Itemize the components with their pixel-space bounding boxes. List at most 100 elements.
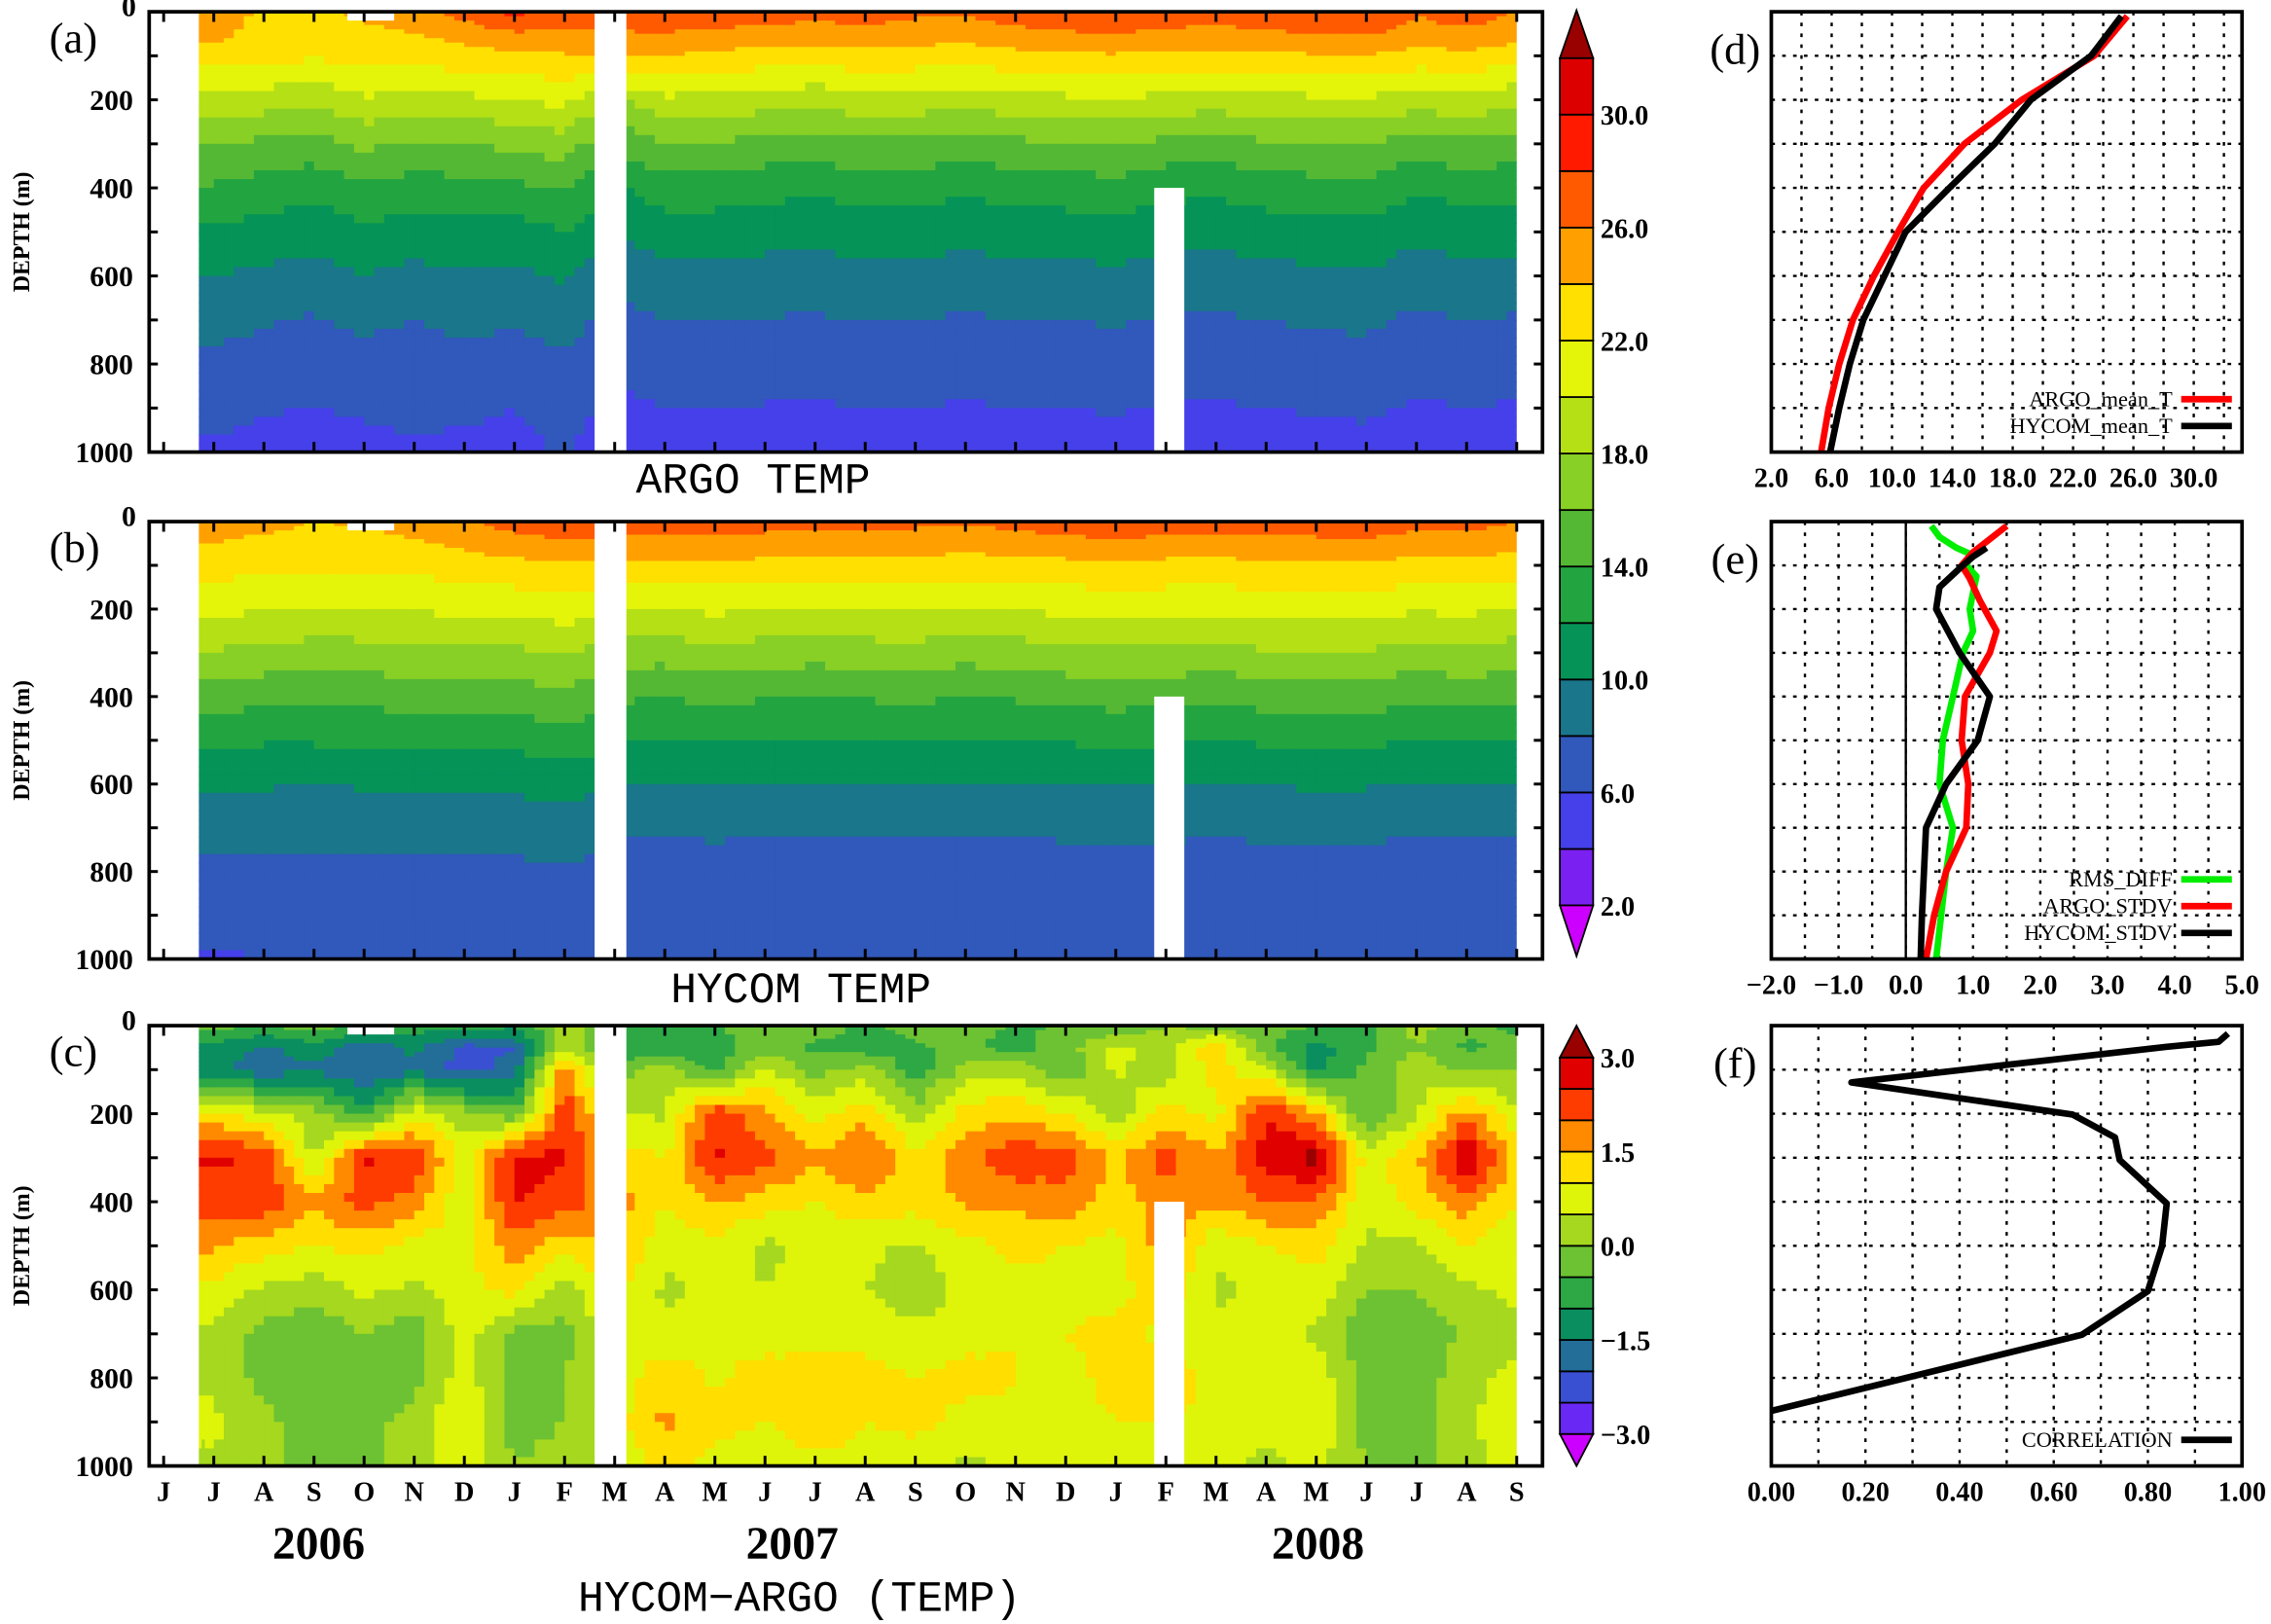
heatmap-cell <box>374 390 385 401</box>
heatmap-cell <box>514 434 525 445</box>
heatmap-cell <box>474 249 486 260</box>
heatmap-cell <box>434 47 446 53</box>
heatmap-cell <box>243 73 255 84</box>
heatmap-cell <box>494 364 506 375</box>
heatmap-cell <box>564 284 576 295</box>
heatmap-cell <box>243 319 255 330</box>
heatmap-cell <box>1096 33 1107 40</box>
heatmap-cell <box>243 152 255 162</box>
heatmap-cell <box>654 38 667 44</box>
heatmap-cell <box>735 355 746 365</box>
heatmap-cell <box>644 373 656 383</box>
heatmap-cell <box>884 346 897 356</box>
heatmap-cell <box>744 364 756 375</box>
heatmap-cell <box>434 240 446 251</box>
heatmap-cell <box>625 214 636 225</box>
heatmap-cell <box>975 416 987 427</box>
heatmap-cell <box>584 381 596 392</box>
heatmap-cell <box>504 42 516 49</box>
heatmap-cell <box>884 214 897 225</box>
heatmap-cell <box>765 188 776 198</box>
heatmap-cell <box>524 12 536 18</box>
heatmap-cell <box>434 310 446 321</box>
heatmap-cell <box>1055 197 1067 207</box>
heatmap-cell <box>775 399 786 410</box>
heatmap-cell <box>644 328 656 339</box>
heatmap-cell <box>825 126 837 136</box>
heatmap-cell <box>474 161 486 171</box>
heatmap-cell <box>584 134 596 145</box>
heatmap-cell <box>735 82 746 92</box>
heatmap-cell <box>1045 179 1057 189</box>
heatmap-cell <box>564 82 576 92</box>
heatmap-cell <box>234 179 245 189</box>
heatmap-cell <box>424 205 436 216</box>
heatmap-cell <box>484 434 496 445</box>
heatmap-cell <box>234 373 245 383</box>
heatmap-cell <box>634 55 646 66</box>
heatmap-cell <box>995 275 1007 286</box>
heatmap-cell <box>484 20 496 26</box>
heatmap-cell <box>714 99 726 110</box>
heatmap-cell <box>213 12 225 18</box>
heatmap-cell <box>364 47 376 53</box>
heatmap-cell <box>795 161 807 171</box>
heatmap-cell <box>704 275 716 286</box>
heatmap-cell <box>524 249 536 260</box>
heatmap-cell <box>554 73 566 84</box>
heatmap-cell <box>364 328 376 339</box>
heatmap-cell <box>975 337 987 347</box>
heatmap-cell <box>324 416 336 427</box>
heatmap-cell <box>825 443 837 452</box>
heatmap-cell <box>198 205 203 216</box>
heatmap-cell <box>313 99 325 110</box>
heatmap-cell <box>383 99 396 110</box>
heatmap-cell <box>494 284 506 295</box>
heatmap-cell <box>524 29 536 35</box>
heatmap-cell <box>784 108 797 119</box>
heatmap-cell <box>684 328 697 339</box>
heatmap-cell <box>884 205 897 216</box>
heatmap-cell <box>995 258 1007 269</box>
heatmap-cell <box>684 214 697 225</box>
heatmap-cell <box>464 293 476 304</box>
heatmap-cell <box>665 249 676 260</box>
heatmap-cell <box>394 64 406 75</box>
heatmap-cell <box>784 47 797 53</box>
heatmap-cell <box>504 51 516 57</box>
heatmap-cell <box>835 443 847 452</box>
heatmap-cell <box>434 143 446 154</box>
heatmap-cell <box>684 179 697 189</box>
heatmap-cell <box>453 232 466 242</box>
heatmap-cell <box>754 12 767 18</box>
heatmap-cell <box>875 99 886 110</box>
heatmap-cell <box>474 425 486 436</box>
heatmap-cell <box>754 16 767 22</box>
heatmap-cell <box>935 284 947 295</box>
heatmap-cell <box>975 51 987 57</box>
heatmap-cell <box>665 134 676 145</box>
heatmap-cell <box>253 381 266 392</box>
heatmap-cell <box>394 55 406 66</box>
heatmap-cell <box>201 55 206 66</box>
heatmap-cell <box>494 33 506 40</box>
heatmap-cell <box>224 134 235 145</box>
heatmap-cell <box>714 51 726 57</box>
heatmap-cell <box>875 346 886 356</box>
heatmap-cell <box>294 82 306 92</box>
heatmap-cell <box>1045 355 1057 365</box>
heatmap-cell <box>1045 12 1057 18</box>
heatmap-cell <box>695 275 706 286</box>
heatmap-cell <box>574 188 586 198</box>
heatmap-cell <box>654 434 667 445</box>
heatmap-cell <box>1055 64 1067 75</box>
heatmap-cell <box>854 117 867 127</box>
heatmap-cell <box>895 152 907 162</box>
heatmap-cell <box>444 373 455 383</box>
heatmap-cell <box>364 205 376 216</box>
heatmap-cell <box>695 284 706 295</box>
heatmap-cell <box>825 346 837 356</box>
heatmap-cell <box>294 346 306 356</box>
heatmap-cell <box>234 319 245 330</box>
heatmap-cell <box>754 143 767 154</box>
